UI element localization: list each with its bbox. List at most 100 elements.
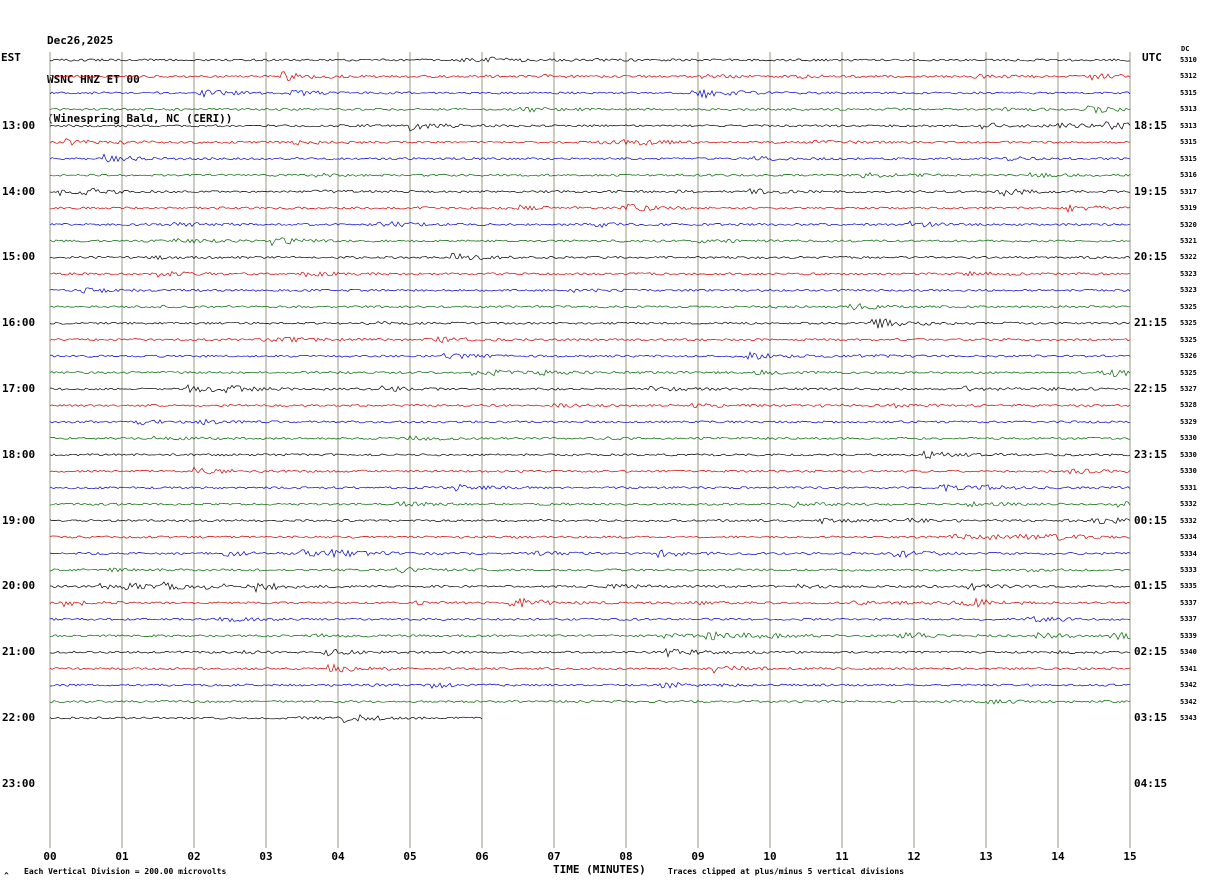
dc-offset-value: 5337 bbox=[1180, 598, 1197, 607]
x-axis-tick-label: 00 bbox=[43, 850, 57, 863]
header-date: Dec26,2025 bbox=[47, 34, 114, 47]
seismic-trace-row bbox=[49, 615, 1131, 623]
seismic-trace-row bbox=[49, 567, 1131, 574]
dc-offset-value: 5332 bbox=[1180, 500, 1197, 509]
seismic-trace-row bbox=[49, 172, 1131, 179]
seismic-trace-row bbox=[49, 237, 1131, 247]
dc-offset-value: 5317 bbox=[1180, 187, 1197, 196]
seismic-trace-row bbox=[49, 105, 1131, 114]
x-axis-tick-label: 09 bbox=[691, 850, 705, 863]
seismic-trace-row bbox=[49, 418, 1131, 426]
dc-offset-value: 5320 bbox=[1180, 220, 1197, 229]
dc-offset-value: 5333 bbox=[1180, 565, 1197, 574]
dc-offset-value: 5322 bbox=[1180, 253, 1197, 262]
seismic-trace-row bbox=[50, 203, 1131, 214]
seismic-trace-row bbox=[49, 253, 1131, 261]
x-axis-tick-label: 13 bbox=[979, 850, 993, 863]
dc-offset-value: 5313 bbox=[1180, 105, 1197, 114]
x-axis-tick-label: 04 bbox=[331, 850, 345, 863]
seismic-trace-row bbox=[49, 699, 1131, 705]
dc-offset-value: 5327 bbox=[1180, 385, 1197, 393]
seismic-trace-row bbox=[49, 220, 1131, 228]
x-axis-tick-label: 10 bbox=[763, 850, 777, 863]
x-axis-tick-label: 12 bbox=[907, 850, 921, 863]
seismic-trace-row bbox=[49, 121, 1131, 132]
dc-offset-value: 5313 bbox=[1180, 121, 1197, 130]
seismic-trace-row bbox=[49, 153, 1131, 163]
utc-time-label: 22:15 bbox=[1134, 382, 1168, 395]
dc-offset-value: 5315 bbox=[1180, 138, 1197, 147]
seismic-trace-row bbox=[49, 287, 1131, 294]
utc-time-label: 03:15 bbox=[1134, 711, 1168, 724]
dc-offset-value: 5337 bbox=[1180, 615, 1197, 624]
utc-time-label: 21:15 bbox=[1134, 316, 1168, 330]
dc-offset-value: 5343 bbox=[1180, 714, 1197, 722]
dc-offset-value: 5335 bbox=[1180, 582, 1197, 591]
x-axis-tick-label: 06 bbox=[475, 850, 489, 863]
dc-offset-value: 5330 bbox=[1180, 434, 1197, 443]
est-time-label: 18:00 bbox=[2, 447, 36, 461]
dc-offset-value: 5319 bbox=[1180, 204, 1197, 213]
x-axis-tick-label: 14 bbox=[1051, 850, 1065, 863]
seismic-trace-row bbox=[49, 500, 1131, 508]
seismic-trace-row bbox=[49, 434, 1131, 441]
seismic-trace-row bbox=[50, 270, 1131, 278]
scale-note: Each Vertical Division = 200.00 microvol… bbox=[24, 867, 227, 876]
utc-time-label: 20:15 bbox=[1134, 250, 1168, 264]
est-time-label: 21:00 bbox=[2, 645, 36, 659]
utc-time-label: 04:15 bbox=[1134, 776, 1168, 790]
dc-offset-value: 5332 bbox=[1180, 516, 1197, 525]
seismic-trace-row bbox=[49, 138, 1131, 146]
seismic-trace-row bbox=[49, 302, 1130, 311]
header: Dec26,2025 WSNC HNZ ET 00 (Winespring Ba… bbox=[47, 8, 232, 151]
dc-offset-value: 5341 bbox=[1180, 664, 1197, 673]
x-axis-tick-label: 07 bbox=[547, 850, 561, 863]
est-time-label: 16:00 bbox=[2, 316, 36, 330]
seismic-trace-row bbox=[49, 56, 1131, 63]
seismic-trace-row bbox=[49, 402, 1131, 409]
seismic-trace-row bbox=[49, 597, 1131, 608]
dc-offset-value: 5340 bbox=[1180, 648, 1197, 657]
seismic-trace-row bbox=[49, 318, 1131, 329]
dc-offset-value: 5328 bbox=[1180, 401, 1197, 410]
dc-offset-value: 5325 bbox=[1180, 302, 1197, 311]
x-axis-tick-label: 11 bbox=[835, 850, 849, 863]
seismic-trace-row bbox=[49, 517, 1131, 525]
dc-offset-value: 5323 bbox=[1180, 286, 1197, 295]
x-axis-tick-label: 15 bbox=[1123, 850, 1137, 863]
x-axis-tick-label: 01 bbox=[115, 850, 129, 863]
est-time-label: 13:00 bbox=[2, 118, 36, 132]
seismic-trace-row bbox=[49, 548, 1131, 559]
seismic-trace-row bbox=[49, 188, 1131, 197]
dc-offset-value: 5329 bbox=[1180, 417, 1197, 426]
dc-offset-value: 5315 bbox=[1180, 88, 1197, 97]
est-time-label: 14:00 bbox=[2, 184, 36, 198]
seismic-trace-row bbox=[49, 351, 1131, 360]
dc-offset-value: 5342 bbox=[1180, 681, 1197, 690]
utc-time-label: 18:15 bbox=[1134, 118, 1168, 132]
x-axis-title: TIME (MINUTES) bbox=[553, 863, 646, 876]
clip-note: Traces clipped at plus/minus 5 vertical … bbox=[668, 867, 905, 876]
dc-axis-label: DC bbox=[1181, 45, 1190, 53]
x-axis-tick-label: 05 bbox=[403, 850, 417, 863]
utc-time-label: 19:15 bbox=[1134, 184, 1168, 198]
x-axis-tick-label: 02 bbox=[187, 850, 201, 863]
seismic-trace-row bbox=[49, 336, 1131, 344]
seismic-trace-row bbox=[49, 466, 1131, 475]
dc-offset-value: 5323 bbox=[1180, 269, 1197, 278]
est-time-label: 23:00 bbox=[2, 776, 36, 790]
x-axis-tick-label: 08 bbox=[619, 850, 633, 863]
dc-offset-value: 5334 bbox=[1180, 533, 1197, 542]
left-axis-label: EST bbox=[1, 51, 21, 64]
right-axis-label: UTC bbox=[1142, 51, 1162, 64]
dc-offset-value: 5342 bbox=[1180, 697, 1197, 706]
dc-offset-value: 5325 bbox=[1180, 368, 1197, 377]
est-time-label: 22:00 bbox=[2, 711, 36, 724]
dc-offset-value: 5325 bbox=[1180, 319, 1197, 328]
seismic-trace-row bbox=[49, 533, 1131, 541]
dc-offset-value: 5339 bbox=[1180, 631, 1197, 640]
x-axis-tick-label: 03 bbox=[259, 850, 273, 863]
dc-offset-value: 5310 bbox=[1180, 56, 1197, 64]
